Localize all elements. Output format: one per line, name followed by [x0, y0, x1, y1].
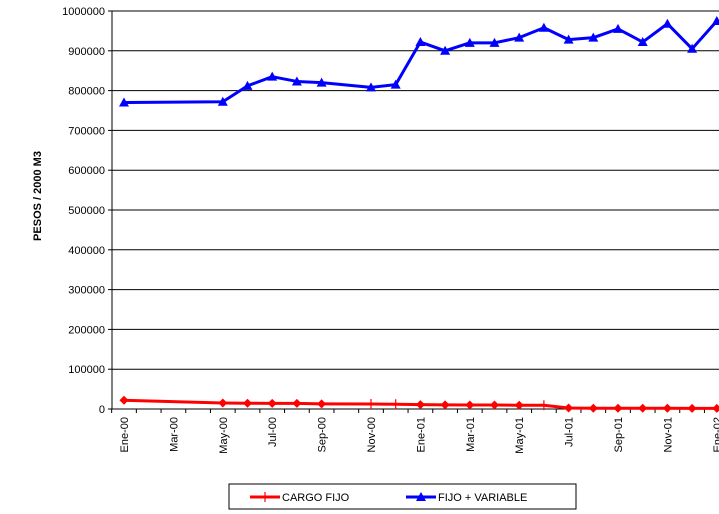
y-tick-label: 800000 — [68, 86, 105, 98]
data-point-diamond — [588, 403, 598, 413]
y-tick-label: 400000 — [68, 245, 105, 257]
y-axis-ticks: 0 100000 200000 300000 400000 500000 600000 700… — [62, 6, 112, 416]
data-point-diamond — [687, 403, 697, 413]
data-point-triangle — [662, 18, 673, 28]
y-tick-label: 0 — [99, 404, 105, 416]
data-point-diamond — [712, 403, 719, 413]
x-tick-label: Nov-00 — [366, 417, 378, 452]
y-tick-label: 600000 — [68, 165, 105, 177]
legend-entry: FIJO + VARIABLE — [406, 492, 527, 504]
data-point-triangle — [637, 37, 648, 47]
data-point-diamond — [243, 398, 252, 408]
data-point-triangle — [291, 76, 302, 86]
data-point-triangle — [563, 34, 574, 44]
data-point-plus — [366, 399, 376, 410]
data-point-triangle — [588, 32, 599, 42]
data-point-triangle — [440, 45, 451, 55]
x-tick-label: Ene-00 — [119, 417, 131, 452]
data-point-diamond — [292, 398, 302, 408]
x-tick-label: Sep-01 — [613, 417, 625, 452]
data-point-diamond — [415, 400, 425, 410]
series-cargo-fijo — [119, 395, 719, 413]
legend-label: FIJO + VARIABLE — [438, 492, 527, 504]
y-tick-label: 900000 — [68, 46, 105, 58]
data-point-triangle — [613, 23, 623, 33]
data-point-diamond — [267, 398, 277, 408]
x-tick-label: Jul-01 — [564, 417, 576, 447]
data-point-triangle — [514, 32, 525, 42]
data-point-triangle — [538, 22, 549, 32]
data-point-plus — [390, 399, 401, 410]
data-point-triangle — [366, 82, 376, 92]
data-point-diamond — [440, 400, 450, 410]
data-point-triangle — [711, 15, 719, 25]
data-point-diamond — [638, 403, 648, 413]
data-point-diamond — [613, 403, 623, 413]
legend-entry: CARGO FIJO — [250, 492, 350, 504]
data-point-diamond — [490, 400, 499, 410]
y-tick-label: 500000 — [68, 205, 105, 217]
x-tick-label: Ene-02 — [712, 417, 719, 452]
gridlines — [112, 10, 719, 370]
x-tick-label: May-00 — [218, 417, 230, 454]
y-tick-label: 300000 — [68, 285, 105, 297]
y-tick-label: 700000 — [68, 125, 105, 137]
series-layer — [119, 15, 719, 413]
data-point-triangle — [390, 79, 401, 89]
x-tick-label: Sep-00 — [317, 417, 329, 452]
legend: CARGO FIJO FIJO + VARIABLE — [228, 483, 577, 510]
data-point-triangle — [415, 37, 426, 47]
data-point-diamond — [564, 403, 574, 413]
data-point-triangle — [416, 492, 426, 501]
data-point-diamond — [514, 400, 524, 410]
data-point-diamond — [662, 403, 672, 413]
data-point-plus — [538, 400, 549, 411]
data-point-triangle — [687, 43, 698, 53]
x-tick-label: Nov-01 — [662, 417, 674, 452]
data-point-diamond — [119, 395, 129, 405]
x-tick-label: Jul-00 — [267, 417, 279, 447]
x-tick-label: May-01 — [514, 417, 526, 454]
data-point-diamond — [317, 399, 327, 409]
y-tick-label: 100000 — [68, 364, 105, 376]
data-point-triangle — [464, 37, 475, 47]
y-tick-label: 200000 — [68, 324, 105, 336]
data-point-triangle — [316, 77, 327, 87]
legend-label: CARGO FIJO — [282, 492, 350, 504]
y-axis-title: PESOS / 2000 M3 — [32, 151, 44, 241]
x-tick-label: Mar-00 — [168, 417, 180, 452]
data-point-diamond — [465, 400, 475, 410]
x-axis-ticks: Ene-00 Mar-00 May-00 Jul-00 Sep-00 Nov-00 Ene-… — [111, 409, 719, 454]
data-point-plus — [260, 492, 270, 502]
data-point-triangle — [242, 80, 253, 90]
x-tick-label: Mar-01 — [465, 417, 477, 452]
data-point-triangle — [217, 96, 228, 106]
series-fijo-variable — [119, 15, 719, 107]
data-point-triangle — [267, 71, 278, 81]
data-point-triangle — [489, 37, 500, 47]
data-point-triangle — [119, 97, 129, 107]
legend-box — [228, 483, 577, 510]
x-tick-label: Ene-01 — [415, 417, 427, 452]
data-point-diamond — [218, 398, 228, 408]
y-tick-label: 1000000 — [62, 6, 105, 18]
